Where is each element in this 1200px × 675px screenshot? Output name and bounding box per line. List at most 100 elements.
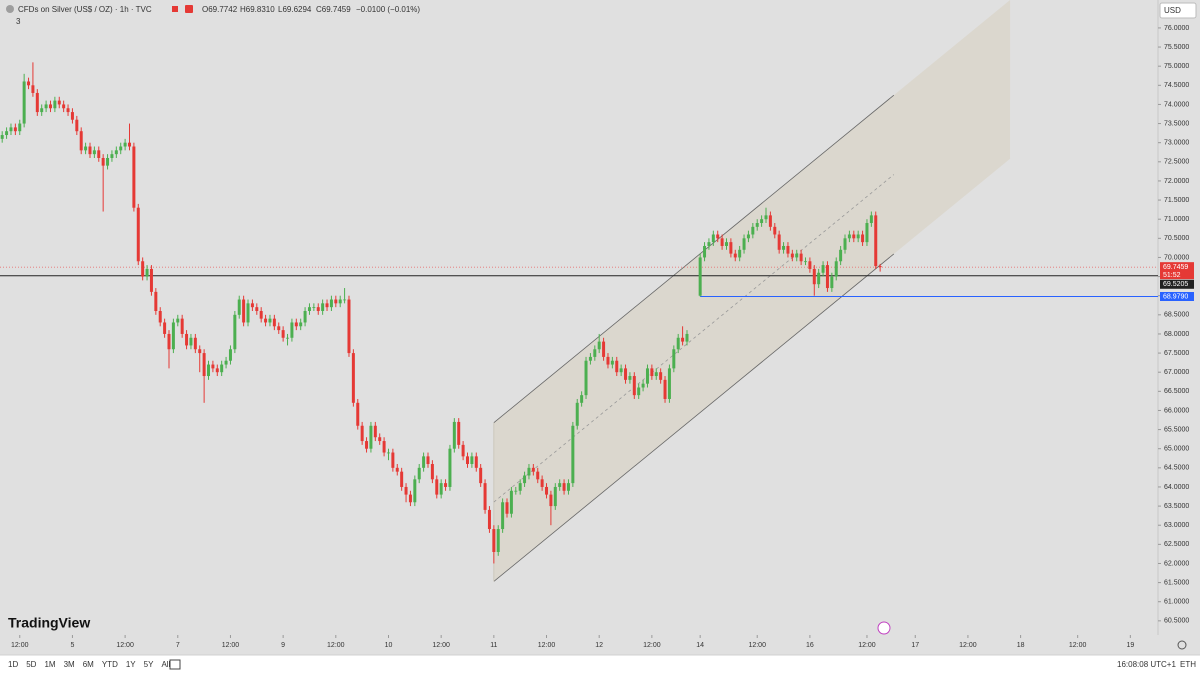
candle-body bbox=[782, 245, 786, 250]
candle-body bbox=[391, 452, 395, 468]
candle-body bbox=[496, 529, 500, 552]
candle-body bbox=[106, 157, 110, 166]
candle-body bbox=[281, 330, 285, 338]
range-button[interactable]: 1M bbox=[44, 660, 55, 669]
candle-body bbox=[659, 372, 663, 380]
range-button[interactable]: YTD bbox=[102, 660, 118, 669]
y-tick-label: 68.0000 bbox=[1164, 331, 1189, 338]
x-tick-label: 17 bbox=[911, 642, 919, 649]
x-tick-label: 11 bbox=[490, 642, 497, 649]
currency[interactable]: USD bbox=[1164, 6, 1181, 15]
candle-body bbox=[220, 364, 224, 373]
candle-body bbox=[356, 402, 360, 426]
candle-body bbox=[426, 456, 430, 465]
candle-body bbox=[584, 360, 588, 396]
candle-body bbox=[13, 127, 17, 132]
candle-body bbox=[540, 479, 544, 487]
candle-body bbox=[294, 322, 298, 327]
candle-body bbox=[435, 479, 439, 495]
range-button[interactable]: All bbox=[161, 660, 170, 669]
candle-body bbox=[40, 108, 44, 113]
indicator-count[interactable]: 3 bbox=[16, 17, 21, 26]
currency-box[interactable] bbox=[1159, 2, 1197, 19]
range-button[interactable]: 5Y bbox=[144, 660, 154, 669]
calendar-icon[interactable] bbox=[169, 659, 181, 670]
x-tick-label: 9 bbox=[281, 642, 285, 649]
candle-body bbox=[27, 81, 31, 86]
candle-body bbox=[141, 261, 145, 277]
price-axis-bg bbox=[1158, 0, 1200, 635]
candle-body bbox=[5, 131, 9, 136]
x-tick-label: 12:00 bbox=[432, 642, 450, 649]
candle-body bbox=[672, 349, 676, 369]
candle-body bbox=[553, 486, 557, 507]
candle-body bbox=[457, 421, 461, 445]
session[interactable]: ETH bbox=[1180, 660, 1196, 669]
candle-body bbox=[742, 238, 746, 250]
y-tick-label: 76.0000 bbox=[1164, 25, 1189, 32]
candle-body bbox=[386, 452, 390, 454]
clock: 16:08:08 UTC+1 bbox=[1117, 660, 1176, 669]
candle-body bbox=[562, 483, 566, 491]
candle-body bbox=[615, 360, 619, 373]
symbol-icon bbox=[6, 5, 14, 13]
x-tick-label: 12:00 bbox=[858, 642, 876, 649]
range-button[interactable]: 3M bbox=[64, 660, 75, 669]
y-tick-label: 61.0000 bbox=[1164, 599, 1189, 606]
candle-body bbox=[804, 261, 808, 263]
candle-body bbox=[821, 265, 825, 273]
y-tick-label: 66.5000 bbox=[1164, 388, 1189, 395]
candle-body bbox=[878, 266, 882, 268]
candle-body bbox=[790, 253, 794, 258]
y-tick-label: 75.0000 bbox=[1164, 63, 1189, 70]
y-tick-label: 67.0000 bbox=[1164, 369, 1189, 376]
candle-body bbox=[703, 245, 707, 258]
candle-body bbox=[707, 242, 711, 246]
candle-body bbox=[558, 483, 562, 487]
candle-body bbox=[413, 479, 417, 503]
candle-body bbox=[338, 299, 342, 304]
range-button[interactable]: 1D bbox=[8, 660, 18, 669]
candle-body bbox=[856, 234, 860, 239]
candle-body bbox=[360, 425, 364, 442]
candle-body bbox=[825, 265, 829, 289]
y-tick-label: 70.5000 bbox=[1164, 235, 1189, 242]
range-button[interactable]: 5D bbox=[26, 660, 36, 669]
candle-body bbox=[303, 310, 307, 323]
ohlc-high: H69.8310 bbox=[240, 5, 275, 14]
candle-body bbox=[580, 395, 584, 403]
y-tick-label: 72.5000 bbox=[1164, 159, 1189, 166]
candle-body bbox=[808, 261, 812, 269]
y-tick-label: 62.5000 bbox=[1164, 541, 1189, 548]
x-tick-label: 14 bbox=[696, 642, 704, 649]
candle-body bbox=[290, 322, 294, 338]
candle-body bbox=[619, 368, 623, 373]
range-button[interactable]: 1Y bbox=[126, 660, 136, 669]
candle-body bbox=[711, 234, 715, 243]
candle-body bbox=[66, 108, 70, 113]
candle-body bbox=[149, 268, 153, 292]
range-button[interactable]: 6M bbox=[83, 660, 94, 669]
candle-body bbox=[373, 425, 377, 438]
candle-body bbox=[250, 303, 254, 308]
event-icon[interactable] bbox=[877, 621, 891, 635]
candle-body bbox=[461, 444, 465, 457]
candle-body bbox=[110, 154, 114, 158]
y-tick-label: 67.5000 bbox=[1164, 350, 1189, 357]
flag-icon bbox=[172, 6, 178, 12]
candle-body bbox=[417, 467, 421, 480]
candle-body bbox=[62, 104, 66, 109]
candle-body bbox=[501, 502, 505, 530]
candle-body bbox=[817, 272, 821, 285]
x-tick-label: 19 bbox=[1126, 642, 1134, 649]
candle-body bbox=[145, 268, 149, 277]
candle-body bbox=[400, 471, 404, 487]
plot bbox=[0, 0, 1158, 582]
candle-body bbox=[571, 425, 575, 484]
candle-body bbox=[799, 253, 803, 262]
settings-icon[interactable] bbox=[1177, 640, 1187, 650]
candle-body bbox=[48, 104, 52, 109]
candle-body bbox=[509, 490, 513, 514]
